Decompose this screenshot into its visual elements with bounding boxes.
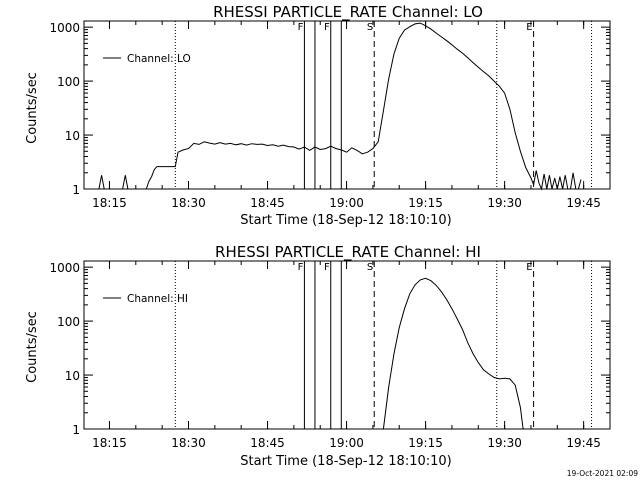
y-tick-label: 1000 [49,261,80,275]
x-axis-label: Start Time (18-Sep-12 18:10:10) [240,213,451,228]
legend: Channel: HI [103,293,188,305]
legend-entry: Channel: LO [127,53,191,65]
series-line [382,277,524,430]
x-tick-labels: 18:15 18:30 18:45 19:00 19:15 19:30 19:45 [92,261,611,450]
series-lines [382,277,524,430]
x-tick-label: 19:30 [487,436,522,450]
x-tick-label: 18:30 [171,436,206,450]
y-tick-label: 10 [65,129,80,143]
y-tick-label: 1000 [49,21,80,35]
panel-lo: RHESSI PARTICLE_RATE Channel: LO Counts/… [25,3,611,228]
event-marker-label: F [324,262,330,273]
event-marker-label: F [324,22,330,33]
plot-frame [83,260,611,430]
x-tick-label: 18:30 [171,196,206,210]
y-axis-label: Counts/sec [25,311,40,383]
event-marker-label: E [526,22,532,33]
x-tick-label: 19:15 [408,196,443,210]
panel-hi: RHESSI PARTICLE_RATE Channel: HI Counts/… [25,243,611,469]
y-tick-labels: 1 10 100 1000 [49,261,610,437]
timestamp-footer: 19-Oct-2021 02:09 [567,469,638,478]
x-axis-label: Start Time (18-Sep-12 18:10:10) [240,454,451,469]
x-tick-label: 18:45 [250,196,285,210]
x-tick-label: 18:45 [250,436,285,450]
event-marker-label: S [367,262,373,273]
x-tick-label: 19:00 [329,436,364,450]
y-tick-label: 100 [57,315,80,329]
event-marker-label: F [298,262,304,273]
event-marker-label: F [298,22,304,33]
y-tick-label: 1 [72,423,80,437]
y-tick-label: 100 [57,75,80,89]
x-tick-label: 19:45 [566,196,601,210]
y-tick-label: 10 [65,369,80,383]
x-tick-label: 19:45 [566,436,601,450]
y-tick-label: 1 [72,183,80,197]
x-tick-label: 18:15 [92,196,127,210]
chart-title: RHESSI PARTICLE_RATE Channel: LO [213,3,483,22]
x-tick-labels: 18:15 18:30 18:45 19:00 19:15 19:30 19:45 [92,21,611,210]
series-lines [98,22,582,191]
event-marker-label: S [367,22,373,33]
x-tick-label: 19:15 [408,436,443,450]
y-tick-labels: 1 10 100 1000 [49,21,610,197]
legend-entry: Channel: HI [127,293,188,305]
event-marker-label: E [526,262,532,273]
x-tick-label: 19:30 [487,196,522,210]
series-line [98,22,582,191]
y-axis-label: Counts/sec [25,72,40,144]
chart-title: RHESSI PARTICLE_RATE Channel: HI [215,243,481,262]
x-tick-label: 18:15 [92,436,127,450]
x-tick-label: 19:00 [329,196,364,210]
plot-frame [83,20,611,190]
legend: Channel: LO [103,53,191,65]
